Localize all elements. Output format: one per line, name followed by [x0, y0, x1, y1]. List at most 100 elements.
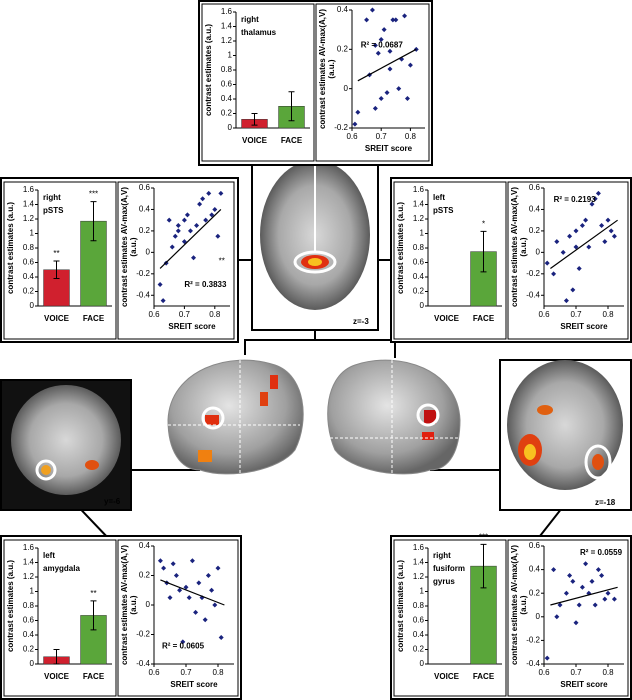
error-bar — [480, 543, 487, 589]
y-tick-label: 1.4 — [413, 558, 425, 567]
data-point — [611, 596, 617, 602]
chart-frame — [201, 3, 315, 162]
data-point — [384, 90, 390, 96]
data-point — [364, 17, 370, 23]
chart-title: fusiform — [433, 564, 465, 573]
chart-title: left — [433, 193, 445, 202]
data-point — [589, 578, 595, 584]
data-point — [191, 255, 197, 261]
y-tick-label: 0.4 — [337, 5, 349, 14]
data-point — [166, 217, 172, 223]
data-point — [206, 190, 212, 196]
chart-title: right — [241, 15, 259, 24]
error-bar — [53, 649, 60, 665]
data-point — [194, 223, 200, 229]
image-label: z=-18 — [595, 498, 616, 507]
y-axis-label: (a.u.) — [519, 237, 528, 256]
data-point — [378, 96, 384, 101]
error-bar — [90, 600, 97, 631]
x-tick-label: 0.6 — [346, 132, 358, 141]
data-point — [169, 244, 175, 250]
lateral-brain-left — [327, 359, 461, 475]
y-axis-label: contrast estimates (a.u.) — [396, 202, 405, 294]
y-tick-label: 0.4 — [23, 272, 35, 281]
chart-frame — [507, 181, 629, 340]
chart-title: right — [433, 551, 451, 560]
data-point — [187, 228, 193, 234]
chart-title: right — [43, 193, 61, 202]
y-tick-label: 1.2 — [23, 214, 35, 223]
y-tick-label: 1.4 — [23, 200, 35, 209]
data-point — [387, 48, 393, 54]
x-tick-label: 0.7 — [179, 310, 191, 319]
x-axis-label: SREIT score — [365, 144, 413, 153]
data-point — [205, 573, 211, 578]
x-tick-label: 0.7 — [570, 310, 582, 319]
y-tick-label: 0.8 — [221, 65, 233, 74]
data-point — [175, 223, 181, 229]
chart-title: pSTS — [433, 206, 454, 215]
error-bar — [90, 201, 97, 242]
data-point — [579, 223, 585, 229]
y-tick-label: 0 — [536, 612, 541, 621]
y-axis-label: (a.u.) — [327, 59, 336, 78]
data-point — [196, 580, 202, 586]
data-point — [544, 260, 550, 266]
image-label: y=-6 — [104, 497, 121, 506]
chart-title: pSTS — [43, 206, 64, 215]
data-point — [570, 578, 576, 584]
chart-title: amygdala — [43, 564, 80, 573]
data-point — [573, 620, 579, 626]
y-tick-label: 0 — [146, 600, 151, 609]
data-point — [372, 105, 378, 111]
data-point — [189, 558, 195, 564]
data-point — [175, 228, 181, 234]
x-tick-label: VOICE — [242, 136, 268, 145]
y-axis-label: contrast estimates AV-max(A,V) — [120, 187, 129, 307]
y-tick-label: 0 — [228, 123, 233, 132]
y-axis-label: contrast estimates (a.u.) — [6, 560, 15, 652]
error-bar — [480, 230, 487, 273]
data-point — [554, 239, 560, 245]
y-tick-label: 0.2 — [23, 287, 35, 296]
data-point — [570, 287, 576, 293]
x-tick-label: VOICE — [434, 314, 460, 323]
x-tick-label: VOICE — [44, 314, 70, 323]
x-tick-label: FACE — [83, 314, 105, 323]
data-point — [390, 17, 396, 23]
data-point — [203, 217, 209, 223]
data-point — [218, 634, 224, 640]
y-tick-label: 0 — [420, 659, 425, 668]
y-tick-label: 0.2 — [221, 109, 233, 118]
y-axis-label: contrast estimates AV-max(A,V) — [510, 545, 519, 665]
y-axis-label: contrast estimates (a.u.) — [6, 202, 15, 294]
data-point — [579, 584, 585, 590]
data-point — [551, 567, 557, 573]
data-point — [599, 573, 605, 578]
significance-label: ** — [90, 589, 96, 598]
data-point — [595, 567, 601, 573]
error-bar — [53, 260, 60, 279]
y-tick-label: 0.6 — [23, 258, 35, 267]
data-point — [369, 7, 375, 13]
y-tick-label: 0.6 — [139, 183, 151, 192]
y-tick-label: 1.2 — [413, 214, 425, 223]
y-tick-label: 0 — [420, 301, 425, 310]
lateral-brain-right — [167, 359, 304, 475]
x-tick-label: FACE — [281, 136, 303, 145]
data-point — [576, 265, 582, 271]
y-tick-label: 1.6 — [413, 543, 425, 552]
data-point — [602, 239, 608, 245]
x-tick-label: FACE — [473, 672, 495, 681]
data-point — [215, 233, 221, 239]
data-point — [218, 190, 224, 196]
y-axis-label: contrast estimates (a.u.) — [396, 560, 405, 652]
x-tick-label: 0.7 — [180, 668, 192, 677]
y-tick-label: 0.6 — [413, 616, 425, 625]
y-axis-label: contrast estimates AV-max(A,V) — [510, 187, 519, 307]
y-tick-label: 0 — [30, 301, 35, 310]
data-point — [595, 190, 601, 196]
y-tick-label: 0.2 — [413, 645, 425, 654]
data-point — [583, 561, 589, 567]
data-point — [567, 233, 573, 239]
